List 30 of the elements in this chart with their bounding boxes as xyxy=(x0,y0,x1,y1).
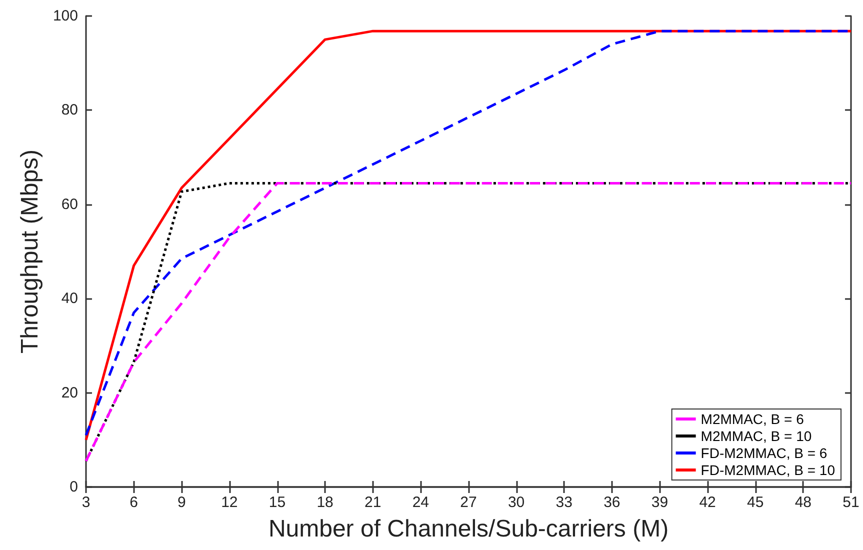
x-tick-label: 12 xyxy=(221,494,238,511)
x-tick-label: 30 xyxy=(508,494,525,511)
y-tick-label: 60 xyxy=(61,196,78,213)
x-tick-label: 39 xyxy=(651,494,668,511)
x-tick-label: 3 xyxy=(82,494,90,511)
x-tick-label: 42 xyxy=(699,494,716,511)
x-tick-label: 36 xyxy=(604,494,620,511)
y-tick-label: 80 xyxy=(61,102,78,119)
y-tick-label: 40 xyxy=(61,290,78,308)
x-tick-label: 15 xyxy=(268,494,286,511)
y-tick-label: 0 xyxy=(70,478,78,496)
y-tick-label: 20 xyxy=(61,384,78,402)
x-tick-label: 48 xyxy=(794,494,812,511)
x-tick-label: 33 xyxy=(556,494,572,511)
line-series xyxy=(84,182,852,462)
x-tick-label: 9 xyxy=(177,494,186,511)
x-tick-label: 24 xyxy=(412,494,430,511)
legend-label: FD-M2MMAC, B = 10 xyxy=(700,462,836,478)
y-axis-title: Throughput (Mbps) xyxy=(16,149,44,354)
x-tick-label: 21 xyxy=(364,494,382,511)
legend-label: M2MMAC, B = 10 xyxy=(700,428,812,444)
legend-label: M2MMAC, B = 6 xyxy=(700,411,804,427)
x-tick-label: 51 xyxy=(842,494,860,511)
x-tick-label: 6 xyxy=(130,494,138,511)
x-tick-label: 27 xyxy=(460,494,477,511)
x-axis-title: Number of Channels/Sub-carriers (M) xyxy=(268,516,669,542)
legend-label: FD-M2MMAC, B = 6 xyxy=(700,445,828,461)
y-tick-label: 100 xyxy=(52,8,78,24)
x-tick-label: 45 xyxy=(747,494,764,511)
x-tick-label: 18 xyxy=(316,494,334,511)
